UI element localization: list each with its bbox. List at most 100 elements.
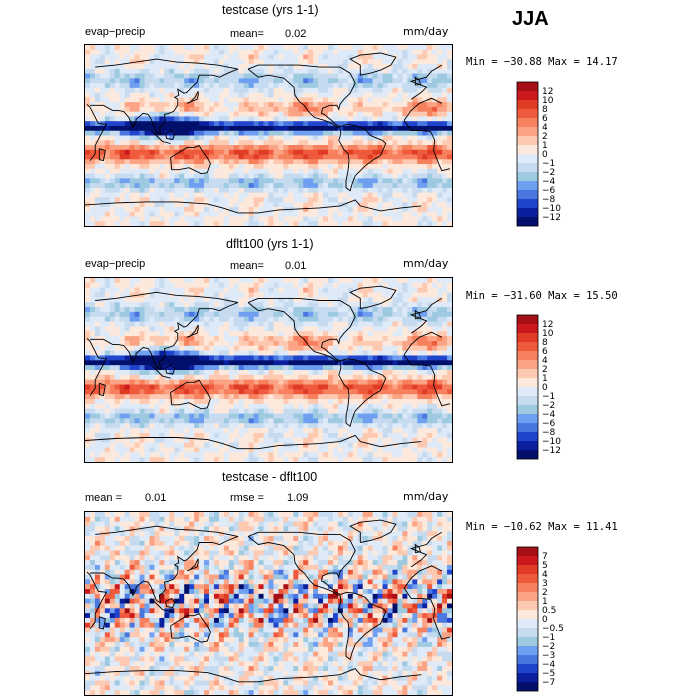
colorbar-1-swatch	[517, 118, 538, 128]
colorbar-3-swatch	[517, 637, 538, 647]
panel-1-units: mm/day	[403, 25, 449, 38]
colorbar-3-swatch	[517, 664, 538, 674]
colorbar-3-swatch	[517, 583, 538, 593]
colorbar-2-tick-label: −10	[542, 437, 561, 447]
colorbar-1-swatch	[517, 109, 538, 119]
panel-1-map	[84, 44, 453, 227]
colorbar-3-tick-label: 4	[542, 570, 548, 580]
colorbar-3-tick-label: −2	[542, 642, 555, 652]
colorbar-2-tick-label: −1	[542, 392, 555, 402]
colorbar-3-tick-label: 5	[542, 561, 548, 571]
panel-2-variable-label: evap−precip	[85, 258, 146, 270]
colorbar-3-swatch	[517, 547, 538, 557]
colorbar-1-swatch	[517, 172, 538, 182]
colorbar-1-tick-label: −2	[542, 168, 555, 178]
panel-1-variable-label: evap−precip	[85, 26, 146, 38]
colorbar-1-tick-label: 1	[542, 141, 548, 151]
colorbar-3-tick-label: −3	[542, 651, 555, 661]
colorbar-1-tick-label: −4	[542, 177, 556, 187]
colorbar-2-swatch	[517, 396, 538, 406]
panel-1-field	[85, 45, 452, 226]
panel-2-minmax: Min = −31.60 Max = 15.50	[466, 290, 618, 302]
colorbar-2-swatch	[517, 387, 538, 397]
colorbar-1-tick-label: −8	[542, 195, 556, 205]
colorbar-3-tick-label: −7	[542, 678, 555, 688]
colorbar-2-tick-label: −4	[542, 410, 556, 420]
colorbar-3-swatch	[517, 565, 538, 575]
colorbar-2-tick-label: 0	[542, 383, 548, 393]
colorbar-1-tick-label: 4	[542, 123, 548, 133]
colorbar-3-tick-label: −1	[542, 633, 555, 643]
panel-3-title: testcase - dflt100	[222, 470, 318, 484]
colorbar-1-swatch	[517, 190, 538, 200]
panel-2-map	[84, 277, 453, 463]
panel-3-colorbar: 7 5 4 3 2 1 0.5 0 −0.5 −1 −2 −3 −4 −5 −7	[516, 546, 577, 692]
panel-3-minmax: Min = −10.62 Max = 11.41	[466, 521, 618, 533]
panel-3-rmse-label: rmse =	[230, 492, 264, 504]
panel-3-map-canvas	[85, 512, 452, 695]
panel-1-mean-label: mean=	[230, 28, 264, 40]
colorbar-3-swatch	[517, 646, 538, 656]
panel-2-mean-value: 0.01	[285, 260, 307, 272]
colorbar-1-swatch	[517, 217, 538, 227]
colorbar-1-swatch	[517, 154, 538, 164]
colorbar-1-swatch	[517, 145, 538, 155]
colorbar-2-tick-label: 4	[542, 356, 548, 366]
panel-1-minmax: Min = −30.88 Max = 14.17	[466, 56, 618, 68]
colorbar-2-tick-label: −2	[542, 401, 555, 411]
colorbar-3-swatch	[517, 601, 538, 611]
panel-3-units: mm/day	[403, 490, 449, 503]
colorbar-2-swatch	[517, 378, 538, 388]
colorbar-1-swatch	[517, 100, 538, 110]
colorbar-3-swatch	[517, 592, 538, 602]
colorbar-1-tick-label: −12	[542, 213, 561, 223]
colorbar-3-frame	[516, 546, 539, 692]
panel-2-units: mm/day	[403, 257, 449, 270]
colorbar-2-swatch	[517, 324, 538, 334]
colorbar-1-tick-label: 2	[542, 132, 548, 142]
panel-2-colorbar: 12 10 8 6 4 2 1 0 −1 −2 −4 −6 −8 −10 −12	[516, 314, 577, 460]
colorbar-3-swatch	[517, 556, 538, 566]
colorbar-3-swatch	[517, 619, 538, 629]
colorbar-2-tick-label: 12	[542, 320, 553, 330]
colorbar-3-tick-label: 1	[542, 597, 548, 607]
colorbar-2-swatch	[517, 342, 538, 352]
colorbar-2-frame	[516, 314, 539, 460]
panel-3-coastlines	[85, 519, 451, 683]
panel-2-title: dflt100 (yrs 1-1)	[226, 237, 314, 251]
colorbar-3-swatch	[517, 655, 538, 665]
colorbar-1-swatch	[517, 82, 538, 92]
panel-1-title: testcase (yrs 1-1)	[222, 3, 319, 17]
colorbar-2-tick-label: −12	[542, 446, 561, 456]
colorbar-2-tick-label: 1	[542, 374, 548, 384]
colorbar-3-swatch	[517, 574, 538, 584]
colorbar-3-tick-label: 0.5	[542, 606, 556, 616]
colorbar-1-swatch	[517, 127, 538, 137]
colorbar-1-swatch	[517, 199, 538, 209]
colorbar-1-tick-label: −6	[542, 186, 556, 196]
colorbar-3-tick-label: 3	[542, 579, 548, 589]
colorbar-1-swatch	[517, 181, 538, 191]
colorbar-1-tick-label: −10	[542, 204, 561, 214]
colorbar-3-tick-label: 2	[542, 588, 548, 598]
colorbar-3-tick-label: 7	[542, 552, 548, 562]
colorbar-1-frame	[516, 81, 539, 227]
colorbar-3-swatch	[517, 628, 538, 638]
panel-1-map-canvas	[85, 45, 452, 226]
panel-3-mean-value: 0.01	[145, 492, 167, 504]
colorbar-1-tick-label: 12	[542, 87, 553, 97]
panel-3-field	[85, 512, 452, 695]
colorbar-3-swatch	[517, 682, 538, 692]
colorbar-1-tick-label: 6	[542, 114, 548, 124]
panel-3-map	[84, 511, 453, 696]
colorbar-3-tick-label: −4	[542, 660, 556, 670]
colorbar-2-swatch	[517, 414, 538, 424]
colorbar-1-tick-label: 0	[542, 150, 548, 160]
colorbar-3-tick-label: 0	[542, 615, 548, 625]
panel-1-coastlines	[85, 52, 451, 214]
colorbar-2-swatch	[517, 351, 538, 361]
colorbar-2-tick-label: 6	[542, 347, 548, 357]
colorbar-3-swatch	[517, 610, 538, 620]
colorbar-2-tick-label: 2	[542, 365, 548, 375]
panel-2-coastlines	[85, 285, 451, 450]
